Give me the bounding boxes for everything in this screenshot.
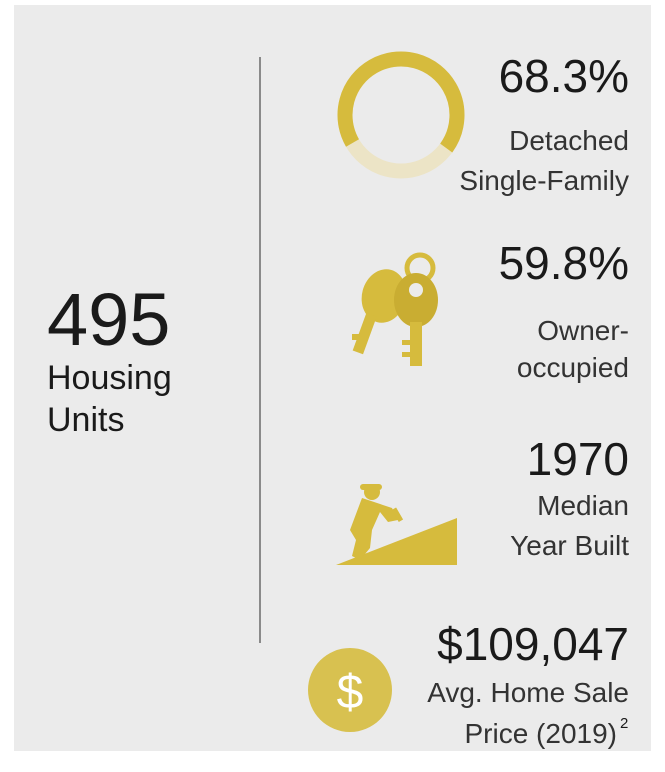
stat-value: 59.8% bbox=[499, 237, 629, 289]
keys-icon bbox=[352, 252, 438, 366]
stat-value: $109,047 bbox=[437, 618, 629, 670]
summary-label: Housing bbox=[47, 359, 172, 397]
stat-label: Median bbox=[537, 490, 629, 521]
summary-value: 495 bbox=[47, 278, 170, 361]
stat-label: Year Built bbox=[510, 530, 629, 561]
stat-value: 1970 bbox=[527, 433, 629, 485]
summary-label: Units bbox=[47, 401, 124, 439]
footnote-mark: 2 bbox=[620, 715, 628, 732]
stat-label: Detached bbox=[509, 125, 629, 156]
stat-label: Avg. Home Sale bbox=[427, 677, 629, 708]
donut-arc bbox=[337, 51, 465, 179]
stat-label: Price (2019) bbox=[464, 718, 617, 749]
stat-value: 68.3% bbox=[499, 50, 629, 102]
roofer-icon bbox=[336, 484, 457, 565]
dollar-symbol: $ bbox=[337, 666, 364, 719]
dollar-icon bbox=[308, 648, 392, 732]
panel bbox=[14, 5, 651, 751]
stat-label: occupied bbox=[517, 352, 629, 383]
stat-label: Single-Family bbox=[459, 165, 629, 196]
stat-label: Owner- bbox=[537, 315, 629, 346]
